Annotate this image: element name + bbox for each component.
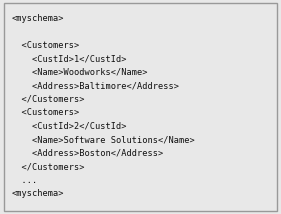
Text: <myschema>: <myschema> <box>11 189 64 198</box>
Text: <Customers>: <Customers> <box>11 108 80 117</box>
Text: <Name>Software Solutions</Name>: <Name>Software Solutions</Name> <box>11 135 195 144</box>
FancyBboxPatch shape <box>4 3 277 211</box>
Text: <Name>Woodworks</Name>: <Name>Woodworks</Name> <box>11 68 148 77</box>
Text: <myschema>: <myschema> <box>11 14 64 23</box>
Text: </Customers>: </Customers> <box>11 162 85 171</box>
Text: <CustId>1</CustId>: <CustId>1</CustId> <box>11 54 127 63</box>
Text: <Customers>: <Customers> <box>11 41 80 50</box>
Text: <Address>Boston</Address>: <Address>Boston</Address> <box>11 149 164 158</box>
Text: ...: ... <box>11 176 37 185</box>
Text: </Customers>: </Customers> <box>11 95 85 104</box>
Text: <CustId>2</CustId>: <CustId>2</CustId> <box>11 122 127 131</box>
Text: <Address>Baltimore</Address>: <Address>Baltimore</Address> <box>11 81 179 90</box>
